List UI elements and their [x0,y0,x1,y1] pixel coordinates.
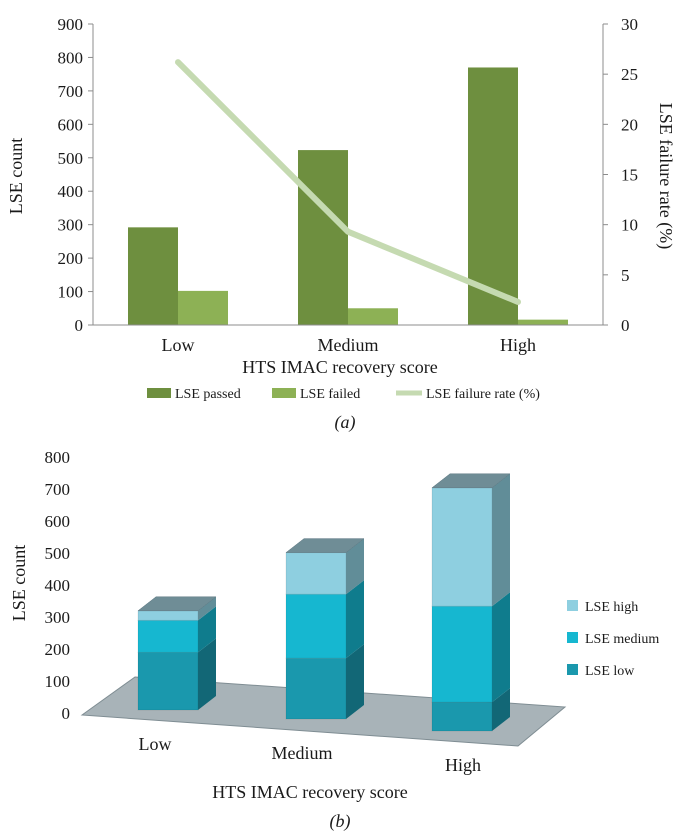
x-category-label: High [500,335,536,355]
x-category-label: High [445,755,481,775]
chart-b-x-category-labels: Low Medium High [139,734,482,775]
bar-side-lse-low-medium [346,644,364,719]
y-tick-label: 700 [45,480,71,499]
x-category-label: Medium [272,743,333,763]
y-tick-label: 100 [58,283,84,302]
bar-lse-failed-high [518,319,568,325]
y-tick-label: 0 [62,704,71,723]
y-tick-label: 600 [45,512,71,531]
bar-front-lse-high-low [137,610,199,621]
chart-b-bars [137,473,511,732]
y2-tick-label: 15 [621,166,638,185]
chart-a-legend: LSE passed LSE failed LSE failure rate (… [147,387,540,402]
y-tick-label: 800 [58,48,84,67]
bar-lse-passed-low [128,227,178,325]
chart-b-x-axis-title: HTS IMAC recovery score [212,782,407,802]
bar-top-low [137,596,217,612]
bar-front-lse-low-medium [285,657,347,720]
y2-tick-label: 10 [621,216,638,235]
y-tick-label: 800 [45,448,71,467]
legend-swatch-lse-high [567,600,578,611]
y-tick-label: 500 [58,149,84,168]
y-tick-label: 900 [58,15,84,34]
chart-a-axes [88,23,608,326]
chart-a-x-category-labels: Low Medium High [162,335,537,355]
bar-side-lse-high-high [492,473,510,607]
bar-side-lse-low-low [198,638,216,710]
y-tick-label: 300 [45,608,71,627]
chart-b-y-axis-title: LSE count [9,545,29,622]
chart-b-legend: LSE high LSE medium LSE low [567,600,659,679]
chart-a-y-tick-labels: 0 100 200 300 400 500 600 700 800 900 [58,15,84,335]
y-tick-label: 0 [75,316,84,335]
bar-side-lse-high-low [198,596,216,621]
chart-a-line [175,59,521,305]
y2-tick-label: 30 [621,15,638,34]
chart-a-y2-axis-title: LSE failure rate (%) [655,103,676,249]
bar-side-lse-medium-low [198,606,216,653]
bar-front-lse-medium-high [431,605,493,703]
y-tick-label: 600 [58,115,84,134]
y-tick-label: 300 [58,216,84,235]
bar-side-lse-medium-medium [346,580,364,659]
y-tick-label: 400 [58,182,84,201]
bar-side-lse-low-high [492,688,510,731]
legend-label-lse-failed: LSE failed [300,387,360,402]
legend-label-lse-failure-rate: LSE failure rate (%) [426,387,540,402]
bar-lse-failed-low [178,290,228,325]
x-category-label: Low [139,734,172,754]
bar-front-lse-high-high [431,487,493,607]
legend-swatch-lse-low [567,664,578,675]
chart-a-x-axis-title: HTS IMAC recovery score [242,357,437,377]
y-tick-label: 200 [45,640,71,659]
legend-label-lse-medium: LSE medium [585,632,659,647]
y2-tick-label: 5 [621,266,630,285]
bar-front-lse-low-high [431,701,493,732]
y2-tick-label: 25 [621,65,638,84]
x-category-label: Medium [318,335,379,355]
legend-label-lse-passed: LSE passed [175,387,241,402]
legend-swatch-lse-failed [272,388,296,398]
chart-a-y2-tick-labels: 0 5 10 15 20 25 30 [621,15,638,335]
legend-label-lse-low: LSE low [585,664,635,679]
y-tick-label: 700 [58,82,84,101]
y2-tick-label: 0 [621,316,630,335]
y-tick-label: 100 [45,672,71,691]
chart-a-bars [128,67,568,325]
bar-front-lse-high-medium [285,552,347,595]
line-lse-failure-rate [175,59,521,305]
x-category-label: Low [162,335,195,355]
chart-b-y-tick-labels: 0 100 200 300 400 500 600 700 800 [45,448,71,723]
legend-swatch-lse-passed [147,388,171,398]
chart-a-y-axis-title: LSE count [6,138,26,215]
caption-b: (b) [330,811,351,832]
chart-a: 0 100 200 300 400 500 600 700 800 900 0 5 10 15 20 25 3… [6,15,676,433]
bar-side-lse-medium-high [492,592,510,703]
bar-lse-passed-medium [298,150,348,325]
bar-front-lse-medium-low [137,619,199,653]
y-tick-label: 200 [58,249,84,268]
legend-label-lse-high: LSE high [585,600,638,615]
bar-top-medium [285,538,365,553]
caption-a: (a) [335,412,356,433]
legend-swatch-lse-medium [567,632,578,643]
y2-tick-label: 20 [621,115,638,134]
bar-front-lse-low-low [137,651,199,711]
y-tick-label: 500 [45,544,71,563]
bar-top-high [431,473,511,489]
bar-front-lse-medium-medium [285,593,347,659]
bar-lse-failed-medium [348,308,398,325]
y-tick-label: 400 [45,576,71,595]
bar-side-lse-high-medium [346,538,364,595]
